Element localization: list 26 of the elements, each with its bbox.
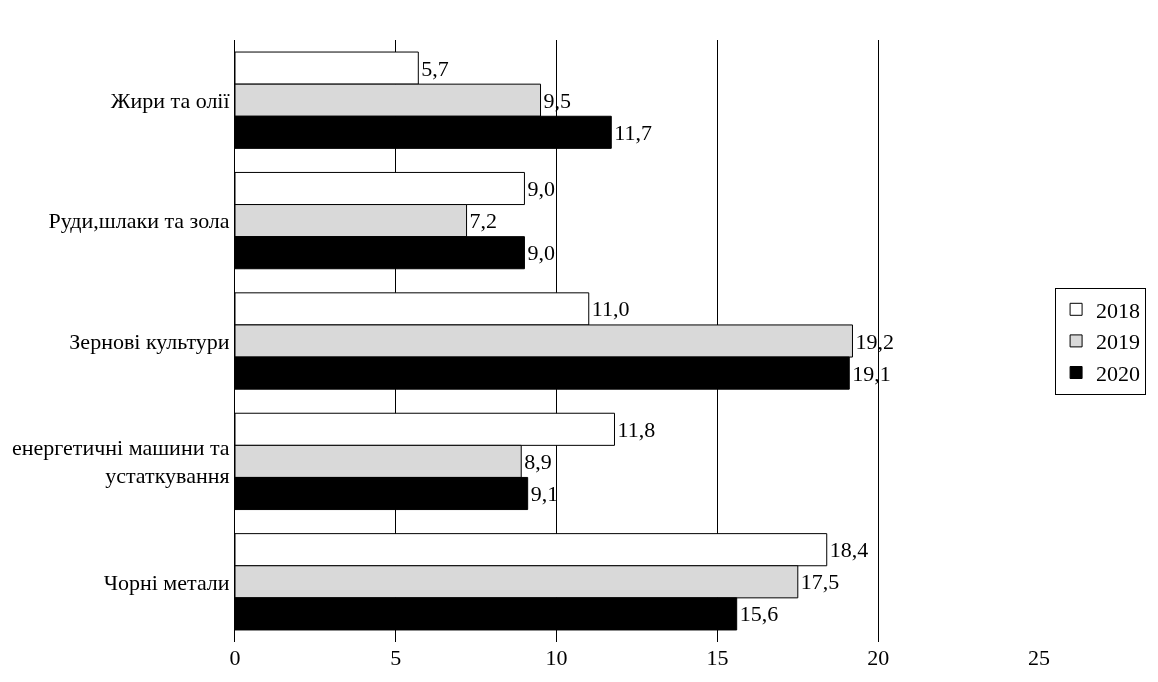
data-label: 9,0 — [527, 240, 555, 266]
x-tick-label: 15 — [706, 645, 729, 670]
data-label: 17,5 — [800, 569, 840, 595]
legend-label: 2018 — [1096, 297, 1141, 323]
x-tick-label: 0 — [229, 645, 241, 670]
data-label: 11,7 — [614, 119, 652, 145]
data-label: 9,0 — [527, 175, 555, 201]
data-label: 5,7 — [421, 55, 449, 81]
x-tick-label: 10 — [545, 645, 568, 670]
data-label: 11,0 — [591, 296, 630, 322]
y-tick-label: Руди,шлаки та зола — [48, 208, 230, 234]
x-tick-label: 20 — [867, 645, 890, 670]
data-label: 15,6 — [739, 601, 779, 627]
y-tick-label: Чорні метали — [103, 569, 230, 595]
data-label: 18,4 — [829, 537, 869, 563]
data-label: 11,8 — [617, 416, 656, 442]
data-label: 8,9 — [524, 448, 552, 474]
y-tick-label: Жири та олії — [110, 87, 231, 113]
x-tick-label: 25 — [1028, 645, 1050, 670]
legend-label: 2019 — [1096, 329, 1141, 355]
data-label: 7,2 — [469, 208, 498, 234]
data-label: 9,1 — [530, 481, 559, 507]
legend-label: 2020 — [1096, 361, 1141, 387]
x-tick-label: 5 — [390, 645, 402, 670]
y-tick-label: Зернові культури — [69, 328, 230, 354]
y-tick-label: енергетичні машини та устаткування — [12, 434, 230, 489]
